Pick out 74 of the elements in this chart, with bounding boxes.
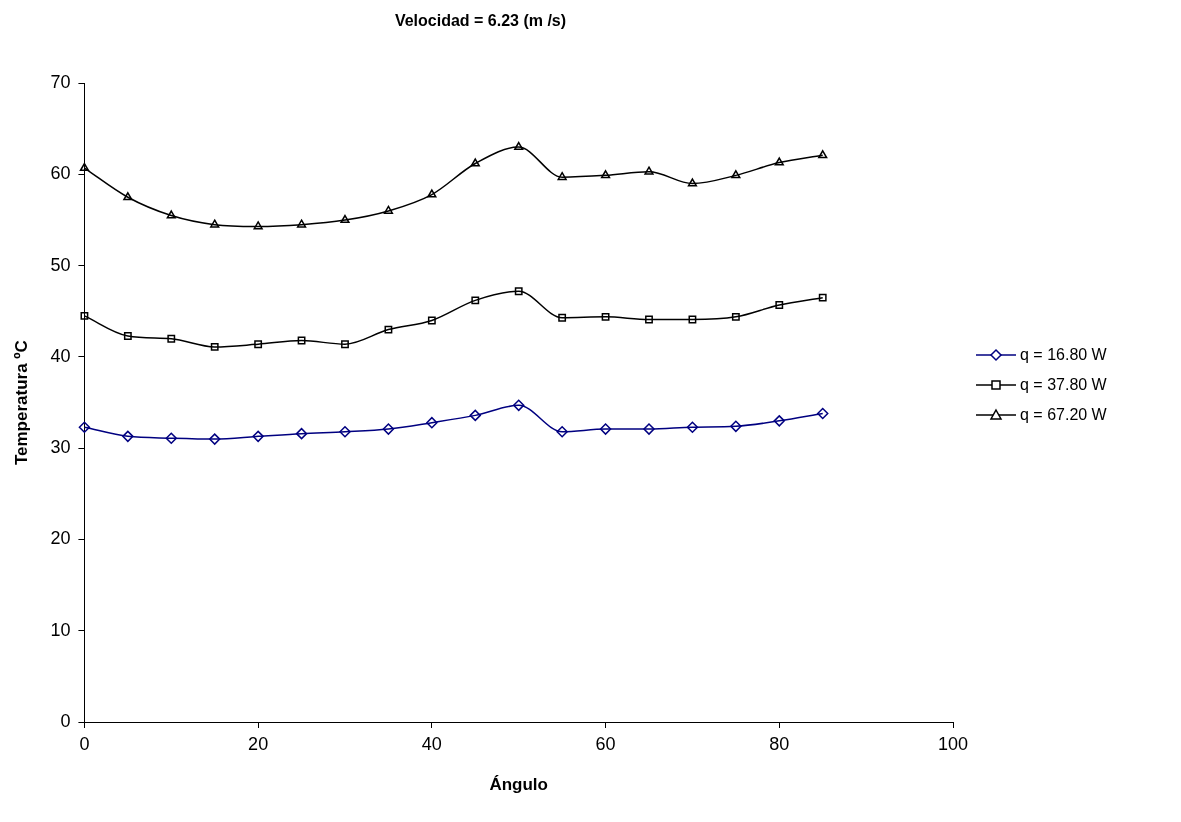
point (427, 316, 436, 325)
point (470, 158, 480, 167)
point (773, 415, 786, 427)
point (600, 170, 611, 179)
x-tick-label: 80 (769, 733, 790, 754)
y-tick-label: 70 (50, 72, 71, 93)
point (645, 315, 653, 324)
y-tick-label: 20 (50, 528, 71, 549)
point (686, 421, 699, 433)
chart-title: Velocidad = 6.23 (m /s) (394, 12, 567, 30)
point (123, 332, 132, 340)
point (122, 430, 134, 443)
x-tick-label: 60 (595, 733, 616, 754)
point (688, 315, 697, 324)
x-tick-label: 20 (248, 733, 269, 754)
point (296, 219, 307, 228)
point (295, 427, 308, 440)
point (775, 301, 784, 309)
x-axis-title: Ángulo (489, 775, 548, 795)
point (730, 420, 742, 433)
point (643, 423, 655, 435)
y-tick-label: 60 (50, 163, 71, 184)
legend-label: q = 16.80 W (1020, 346, 1107, 364)
point (818, 293, 827, 302)
point (601, 312, 610, 321)
point (644, 166, 654, 175)
point (556, 426, 568, 438)
point (558, 313, 567, 322)
point (210, 343, 219, 351)
point (79, 162, 90, 172)
point (341, 340, 349, 349)
point (774, 157, 784, 166)
point (340, 214, 350, 224)
point (469, 409, 482, 422)
point (512, 399, 525, 412)
x-tick-label: 0 (79, 733, 90, 754)
legend-label: q = 67.20 W (1020, 406, 1107, 424)
point (339, 426, 351, 438)
point (599, 423, 612, 435)
y-axis-title: Temperatura ºC (11, 340, 31, 466)
point (297, 336, 306, 345)
point (687, 178, 698, 187)
point (252, 430, 264, 443)
point (557, 171, 567, 181)
point (816, 407, 829, 420)
y-tick-label: 50 (50, 254, 71, 275)
point (426, 416, 438, 429)
y-tick-label: 40 (50, 345, 71, 366)
x-tick-label: 40 (421, 733, 442, 754)
point (384, 325, 393, 334)
y-tick-label: 30 (50, 437, 71, 458)
point (731, 312, 740, 321)
y-tick-label: 0 (60, 710, 71, 731)
point (427, 189, 437, 198)
point (254, 340, 263, 349)
point (165, 432, 178, 444)
point (208, 433, 221, 445)
point (253, 221, 263, 230)
point (471, 296, 480, 305)
point (514, 287, 523, 296)
legend-label: q = 37.80 W (1020, 376, 1107, 394)
y-tick-label: 10 (50, 619, 71, 640)
point (123, 192, 133, 201)
point (383, 205, 394, 214)
point (818, 150, 828, 159)
point (210, 219, 220, 228)
point (78, 421, 91, 433)
x-tick-label: 100 (937, 733, 969, 754)
point (382, 423, 395, 435)
point (167, 334, 176, 343)
point (166, 210, 176, 219)
point (514, 141, 524, 151)
point (80, 311, 89, 320)
point (731, 170, 741, 179)
